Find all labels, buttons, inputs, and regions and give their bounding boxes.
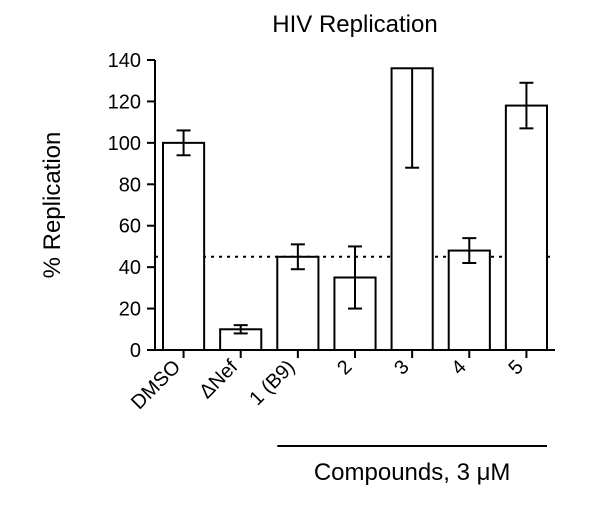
x-tick-label: ΔNef xyxy=(195,356,242,403)
x-tick-label: 4 xyxy=(447,356,470,379)
y-tick-label: 140 xyxy=(108,50,141,72)
bar xyxy=(163,143,204,350)
y-tick-label: 60 xyxy=(119,216,141,238)
y-tick-label: 0 xyxy=(130,340,141,362)
y-tick-label: 80 xyxy=(119,174,141,196)
y-tick-label: 20 xyxy=(119,299,141,321)
bar xyxy=(449,251,490,350)
y-tick-label: 120 xyxy=(108,91,141,113)
x-tick-label: 5 xyxy=(505,356,528,379)
x-tick-label: 1 (B9) xyxy=(245,356,299,410)
bar xyxy=(506,106,547,350)
bar xyxy=(277,257,318,350)
x-tick-label: DMSO xyxy=(127,356,185,414)
hiv-replication-chart: HIV Replication % Replication 0 20 40 60 80 100… xyxy=(0,0,600,517)
x-tick-label: 2 xyxy=(333,356,356,379)
x-tick-label: 3 xyxy=(390,356,413,379)
y-tick-label: 100 xyxy=(108,133,141,155)
chart-title: HIV Replication xyxy=(272,11,437,38)
y-tick-label: 40 xyxy=(119,257,141,279)
compounds-group-label: Compounds, 3 μM xyxy=(314,459,511,486)
y-axis-label: % Replication xyxy=(39,132,66,279)
